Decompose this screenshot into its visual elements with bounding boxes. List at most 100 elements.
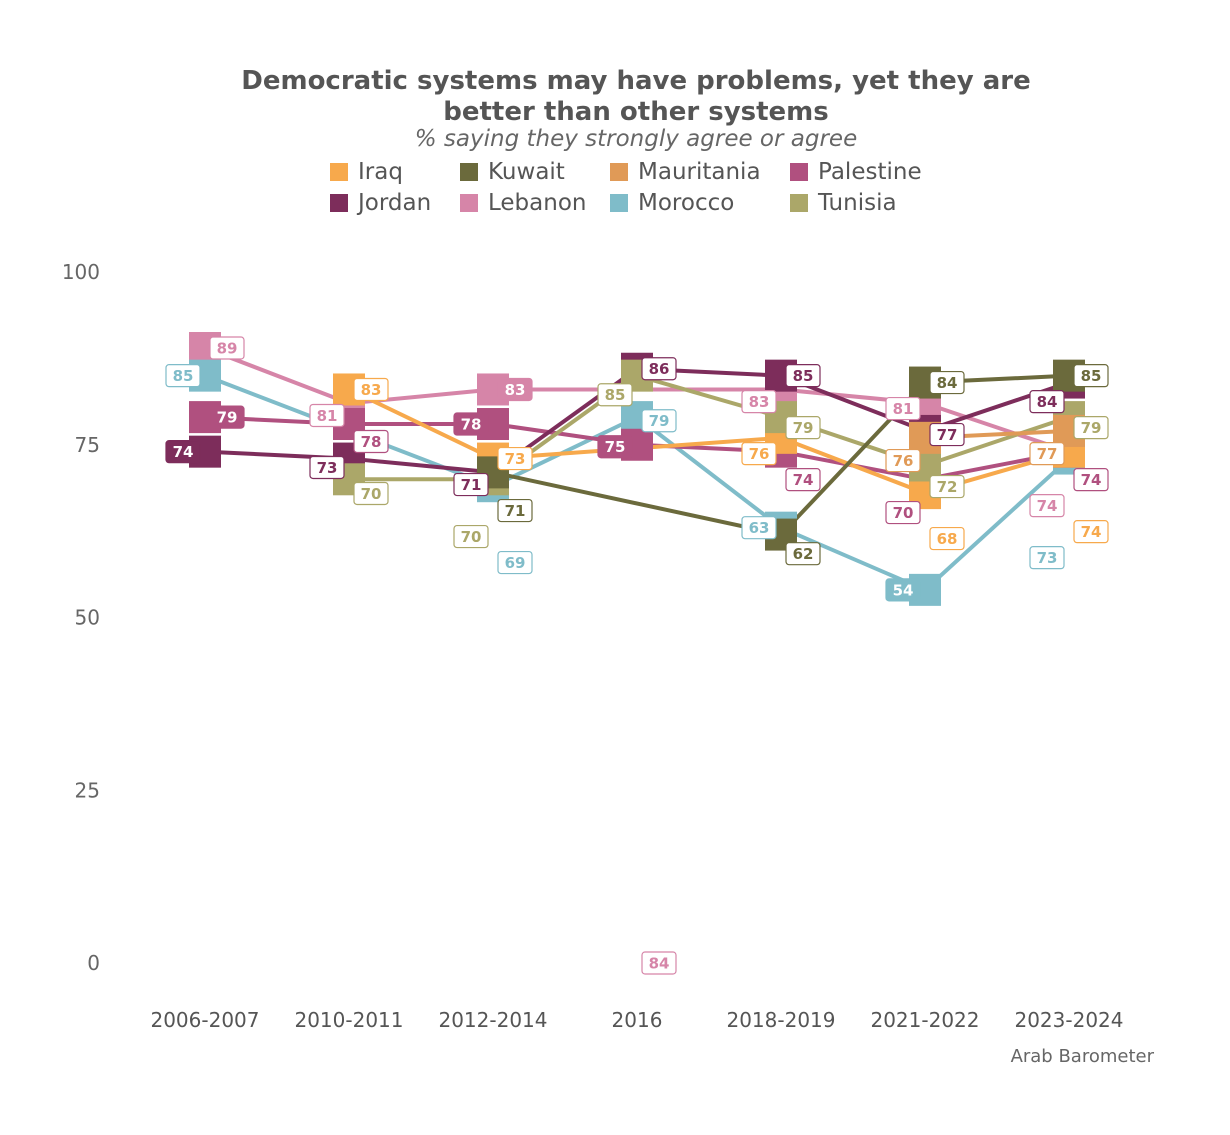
- data-label-text: 62: [793, 545, 814, 563]
- data-label-box: [1073, 468, 1109, 492]
- data-label-box: [309, 403, 345, 428]
- data-label-box: [1073, 364, 1109, 388]
- legend-item-tunisia: Tunisia: [790, 189, 897, 217]
- data-label-text: 85: [605, 386, 626, 404]
- y-tick-label: 50: [75, 606, 100, 630]
- data-label-box: [885, 578, 921, 602]
- data-label-text: 75: [605, 438, 626, 456]
- data-label-tunisia: 70: [453, 524, 489, 549]
- data-label-tunisia: 79: [785, 416, 821, 440]
- data-label-text: 72: [937, 478, 958, 496]
- data-label-box: [453, 472, 489, 497]
- source-note: Arab Barometer: [1010, 1046, 1154, 1067]
- data-label-text: 70: [361, 485, 382, 503]
- data-label-box: [353, 429, 389, 454]
- legend-swatch: [460, 163, 478, 181]
- data-label-box: [1073, 416, 1109, 440]
- data-label-lebanon: 84: [641, 951, 677, 975]
- data-label-text: 79: [793, 419, 814, 437]
- data-label-box: [497, 498, 533, 523]
- y-tick-label: 25: [75, 778, 100, 802]
- data-label-box: [641, 357, 677, 381]
- data-label-text: 74: [1037, 497, 1058, 515]
- data-label-box: [597, 383, 633, 407]
- data-label-iraq: 73: [497, 446, 533, 471]
- legend-swatch: [610, 194, 628, 212]
- data-label-box: [1029, 390, 1065, 414]
- data-label-box: [1029, 442, 1065, 466]
- data-label-palestine: 70: [885, 500, 921, 525]
- legend-item-kuwait: Kuwait: [460, 158, 565, 186]
- data-label-text: 85: [173, 367, 194, 385]
- data-label-box: [353, 481, 389, 506]
- data-label-text: 84: [937, 374, 958, 392]
- data-label-morocco: 73: [1029, 546, 1065, 570]
- data-label-box: [453, 412, 489, 436]
- legend-label: Palestine: [818, 159, 922, 185]
- data-label-text: 78: [461, 416, 482, 434]
- data-label-text: 79: [1081, 419, 1102, 437]
- data-label-text: 76: [893, 452, 914, 470]
- data-label-morocco: 69: [497, 550, 533, 575]
- data-label-text: 73: [317, 459, 338, 477]
- data-label-box: [885, 396, 921, 421]
- legend-item-iraq: Iraq: [330, 158, 403, 186]
- data-label-lebanon: 81: [885, 396, 921, 421]
- data-label-mauritania: 76: [885, 448, 921, 473]
- data-label-text: 73: [1037, 549, 1058, 567]
- y-tick-label: 100: [62, 260, 100, 284]
- y-axis: 0 25 50 75 100: [62, 260, 100, 975]
- data-label-jordan: 84: [1029, 390, 1065, 414]
- data-label-tunisia: 79: [1073, 416, 1109, 440]
- data-label-kuwait: 62: [785, 542, 821, 566]
- data-label-morocco: 85: [165, 364, 201, 388]
- legend-swatch: [330, 163, 348, 181]
- data-label-box: [929, 526, 965, 551]
- data-label-lebanon: 89: [209, 336, 245, 360]
- data-label-text: 83: [749, 393, 770, 411]
- legend-swatch: [790, 163, 808, 181]
- data-label-iraq: 83: [353, 377, 389, 402]
- data-label-box: [741, 442, 777, 466]
- data-label-text: 84: [1037, 393, 1058, 411]
- x-tick-label: 2018-2019: [726, 1008, 835, 1032]
- data-label-morocco: 79: [641, 409, 677, 433]
- data-labels: 89 85 79 74 83 81 78 73 70 83 78 73 71 71 70 69 86 85 79 75…: [165, 336, 1109, 975]
- data-label-box: [929, 422, 965, 447]
- data-label-box: [597, 435, 633, 459]
- data-label-box: [785, 364, 821, 388]
- legend-label: Mauritania: [638, 159, 761, 185]
- x-tick-label: 2016: [612, 1008, 663, 1032]
- data-label-text: 84: [649, 955, 670, 973]
- chart-title-line2: better than other systems: [443, 97, 829, 127]
- data-label-text: 69: [505, 554, 526, 572]
- data-label-text: 54: [893, 581, 914, 599]
- data-label-text: 74: [1081, 471, 1102, 489]
- data-label-box: [929, 370, 965, 395]
- data-label-text: 85: [1081, 367, 1102, 385]
- data-label-text: 73: [505, 450, 526, 468]
- legend-item-palestine: Palestine: [790, 158, 922, 186]
- data-label-palestine: 75: [597, 435, 633, 459]
- data-label-box: [209, 336, 245, 360]
- data-label-text: 81: [893, 400, 914, 418]
- data-label-tunisia: 85: [597, 383, 633, 407]
- data-label-text: 74: [1081, 523, 1102, 541]
- data-label-text: 79: [649, 412, 670, 430]
- data-label-text: 79: [217, 409, 238, 427]
- data-label-text: 70: [893, 504, 914, 522]
- legend-label: Morocco: [638, 190, 735, 216]
- data-label-jordan: 74: [165, 440, 201, 464]
- data-label-text: 63: [749, 519, 770, 537]
- data-label-box: [929, 474, 965, 499]
- data-label-text: 71: [505, 502, 526, 520]
- x-tick-label: 2021-2022: [870, 1008, 979, 1032]
- legend-swatch: [460, 194, 478, 212]
- data-label-jordan: 73: [309, 455, 345, 480]
- chart-subtitle: % saying they strongly agree or agree: [414, 126, 858, 152]
- chart-title-line1: Democratic systems may have problems, ye…: [241, 66, 1031, 96]
- data-label-iraq: 76: [741, 442, 777, 466]
- data-label-box: [353, 377, 389, 402]
- data-label-lebanon: 74: [1029, 494, 1065, 518]
